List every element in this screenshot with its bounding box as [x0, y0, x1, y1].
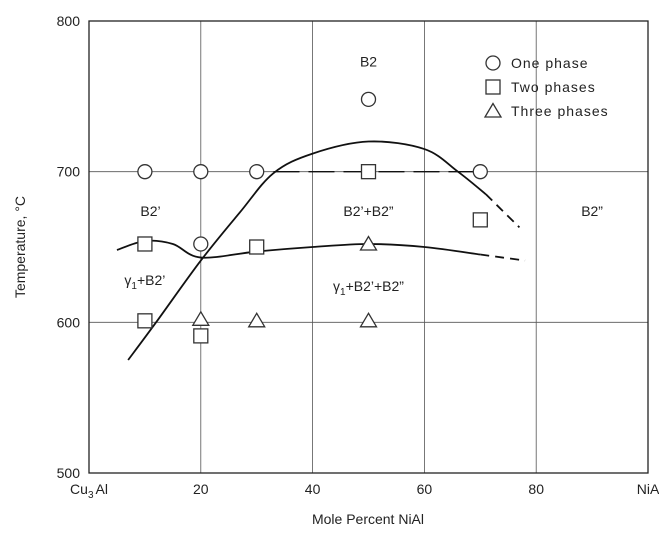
y-tick-label: 700: [57, 164, 81, 180]
square-data-point: [249, 239, 265, 255]
phase-region-label: B2’: [140, 203, 160, 219]
legend-square-marker: [485, 79, 501, 95]
square-data-point: [360, 164, 377, 180]
x-axis-ticks: Cu3 Al 20 40 60 80 NiA: [70, 481, 659, 501]
phase-boundary-line: [127, 140, 487, 361]
circle-data-point: [193, 236, 209, 252]
y-axis-ticks: 500 600 700 800: [57, 13, 81, 481]
x-axis-label: Mole Percent NiAl: [312, 511, 424, 527]
legend-entry-label: Three phases: [511, 103, 609, 119]
square-data-point: [472, 212, 488, 228]
x-tick-label: 80: [528, 481, 544, 497]
legend-circle-marker: [485, 55, 501, 71]
triangle-data-point: [247, 312, 266, 328]
y-tick-label: 600: [57, 314, 81, 330]
triangle-data-point: [359, 312, 378, 328]
data-points: [137, 91, 488, 344]
phase-region-label: B2’+B2”: [343, 203, 394, 219]
plot-frame: [88, 20, 649, 474]
y-axis-label: Temperature, °C: [12, 196, 28, 298]
x-tick-label: NiA: [637, 481, 659, 497]
phase-region-labels: B2 B2’ B2’+B2” B2” γ1+B2’ γ1+B2’+B2”: [124, 54, 603, 298]
triangle-data-point: [191, 310, 210, 326]
x-tick-label: Cu3 Al: [70, 481, 108, 501]
phase-boundaries: [116, 140, 526, 361]
circle-data-point: [137, 164, 153, 180]
phase-boundary-line: [116, 239, 481, 259]
square-data-point: [193, 328, 209, 344]
legend-triangle-marker: [483, 102, 503, 118]
x-tick-label: 40: [305, 481, 321, 497]
legend-entry-label: Two phases: [511, 79, 596, 95]
circle-data-point: [193, 164, 209, 180]
triangle-data-point: [359, 235, 378, 251]
square-data-point: [137, 236, 153, 252]
circle-data-point: [249, 164, 265, 180]
phase-region-label: B2”: [581, 203, 603, 219]
y-tick-label: 800: [57, 13, 81, 29]
phase-region-label: B2: [360, 54, 377, 70]
phase-region-label: γ1+B2’+B2”: [333, 278, 404, 298]
x-tick-label: 60: [417, 481, 433, 497]
circle-data-point: [472, 164, 488, 180]
y-tick-label: 500: [57, 465, 81, 481]
legend-entry-label: One phase: [511, 55, 589, 71]
circle-data-point: [360, 91, 377, 107]
phase-region-label: γ1+B2’: [124, 272, 165, 292]
legend: One phase Two phases Three phases: [483, 55, 609, 119]
phase-boundary-line: [485, 193, 521, 229]
phase-boundary-line: [480, 253, 526, 262]
x-tick-label: 20: [193, 481, 209, 497]
square-data-point: [137, 313, 153, 329]
